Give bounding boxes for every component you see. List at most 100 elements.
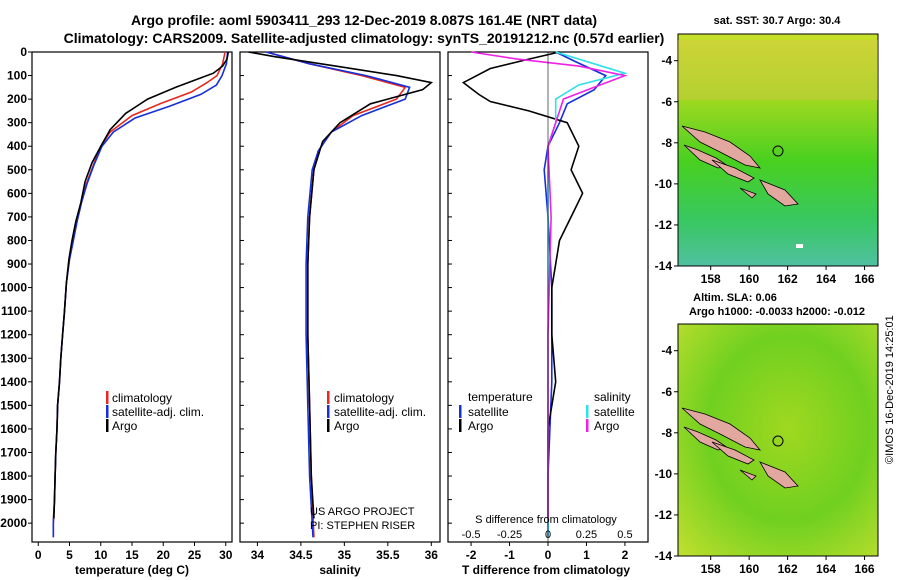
sal-legend-satellite: satellite-adj. clim. (334, 405, 426, 419)
x-tick-label: 0 (545, 548, 552, 562)
map-x-tick-label: 162 (778, 272, 798, 286)
depth-tick-label: 1800 (0, 469, 27, 483)
map-x-tick-label: 160 (739, 562, 759, 576)
sal-legend-climatology: climatology (334, 391, 394, 405)
footer-credit: ©IMOS 16-Dec-2019 14:25:01 (884, 315, 896, 464)
s-diff-tick-label: 0 (545, 529, 551, 541)
header-line2: Climatology: CARS2009. Satellite-adjuste… (64, 30, 665, 46)
s-diff-tick-label: -0.25 (497, 529, 522, 541)
temp-legend-climatology: climatology (112, 391, 172, 405)
sst-map-field (677, 33, 879, 267)
map-bottom-title1: Altim. SLA: 0.06 (693, 292, 777, 304)
depth-tick-label: 200 (7, 92, 27, 106)
map-x-tick-label: 164 (816, 272, 836, 286)
temperature-panel (31, 51, 233, 543)
salinity-panel (239, 51, 441, 543)
x-tick-label: 35 (338, 548, 352, 562)
depth-tick-label: 1900 (0, 493, 27, 507)
series-line-argo (248, 51, 434, 519)
s-diff-title: S difference from climatology (475, 514, 617, 526)
depth-tick-label: 1700 (0, 445, 27, 459)
x-tick-label: 15 (125, 548, 139, 562)
series-line-argo (53, 51, 230, 519)
sal-legend: climatology satellite-adj. clim. Argo (327, 391, 426, 433)
island-shape (759, 461, 799, 489)
island-shape (681, 407, 762, 451)
temp-legend-satellite: satellite-adj. clim. (112, 405, 204, 419)
map-y-tick-label: -14 (655, 259, 673, 273)
s-diff-tick-label: 0.25 (576, 529, 597, 541)
depth-tick-label: 400 (7, 139, 27, 153)
sst-data-gap (796, 244, 803, 248)
x-tick-label: 2 (622, 548, 629, 562)
credit-project: US ARGO PROJECT (310, 506, 415, 518)
series-line-salinity-satellite (547, 51, 628, 538)
map-y-tick-label: -12 (655, 218, 673, 232)
map-y-tick-label: -10 (655, 177, 673, 191)
map-y-tick-label: -4 (661, 344, 672, 358)
depth-tick-label: 100 (7, 69, 27, 83)
legend-swatch-argo (327, 419, 330, 432)
island-shape (739, 187, 757, 199)
depth-tick-label: 1200 (0, 328, 27, 342)
map-x-tick-label: 164 (816, 562, 836, 576)
depth-tick-label: 800 (7, 233, 27, 247)
legend-swatch-climatology (106, 391, 109, 404)
legend-swatch-satellite (327, 405, 330, 418)
map-y-tick-label: -8 (661, 136, 672, 150)
legend-swatch-climatology (327, 391, 330, 404)
x-tick-label: 1 (583, 548, 590, 562)
series-line-satellite-adj-clim- (52, 51, 229, 538)
series-line-temperature-argo (461, 51, 584, 519)
map-top-title: sat. SST: 30.7 Argo: 30.4 (714, 15, 842, 27)
map-y-tick-label: -6 (661, 95, 672, 109)
sst-warm-patch (678, 40, 878, 100)
x-tick-label: 20 (157, 548, 171, 562)
diff-xlabel: T difference from climatology (462, 563, 630, 577)
depth-axis: 0 100 200 300 400 500 600 700 800 900 1000 1100 1200… (0, 45, 452, 530)
map-y-tick-label: -6 (661, 385, 672, 399)
sla-map (677, 323, 879, 557)
map-x-tick-label: 160 (739, 272, 759, 286)
series-line-salinity-argo (470, 51, 628, 519)
series-line-climatology (52, 51, 226, 538)
depth-tick-label: 1300 (0, 351, 27, 365)
legend-swatch-satellite (106, 405, 109, 418)
legend-swatch-temp-satellite (459, 405, 462, 418)
s-diff-tick-label: -0.5 (462, 529, 481, 541)
depth-tick-label: 1000 (0, 281, 27, 295)
map-x-tick-label: 162 (778, 562, 798, 576)
series-line-satellite-adj-clim- (265, 51, 411, 538)
depth-tick-label: 700 (7, 210, 27, 224)
map-x-tick-label: 158 (701, 272, 721, 286)
map-y-tick-label: -4 (661, 54, 672, 68)
island-shape (759, 179, 799, 207)
depth-tick-label: 1600 (0, 422, 27, 436)
depth-tick-label: 600 (7, 186, 27, 200)
depth-tick-label: 0 (20, 45, 27, 59)
depth-tick-label: 1500 (0, 398, 27, 412)
legend-swatch-temp-argo (459, 419, 462, 432)
map-x-tick-label: 166 (855, 562, 875, 576)
diff-legend-temp-argo: Argo (468, 419, 494, 433)
x-tick-label: 30 (219, 548, 233, 562)
header-line1: Argo profile: aoml 5903411_293 12-Dec-20… (131, 12, 597, 28)
temp-xlabel: temperature (deg C) (75, 563, 189, 577)
map-x-tick-label: 158 (701, 562, 721, 576)
x-tick-label: 34.5 (289, 548, 313, 562)
s-diff-ticks: -0.5 -0.25 0 0.25 0.5 (462, 529, 633, 541)
x-tick-label: -2 (466, 548, 477, 562)
diff-legend-temp-head: temperature (468, 390, 533, 404)
diff-legend-sal-satellite: satellite (594, 405, 635, 419)
x-tick-label: -1 (504, 548, 515, 562)
sal-xlabel: salinity (319, 563, 361, 577)
diff-legend-temp-satellite: satellite (468, 405, 509, 419)
map-x-tick-label: 166 (855, 272, 875, 286)
argo-location-marker (772, 435, 784, 447)
map-y-tick-label: -14 (655, 549, 673, 563)
island-shape (681, 125, 762, 169)
map-y-tick-label: -8 (661, 426, 672, 440)
series-line-climatology (265, 51, 407, 538)
diff-legend-sal-head: salinity (594, 390, 631, 404)
